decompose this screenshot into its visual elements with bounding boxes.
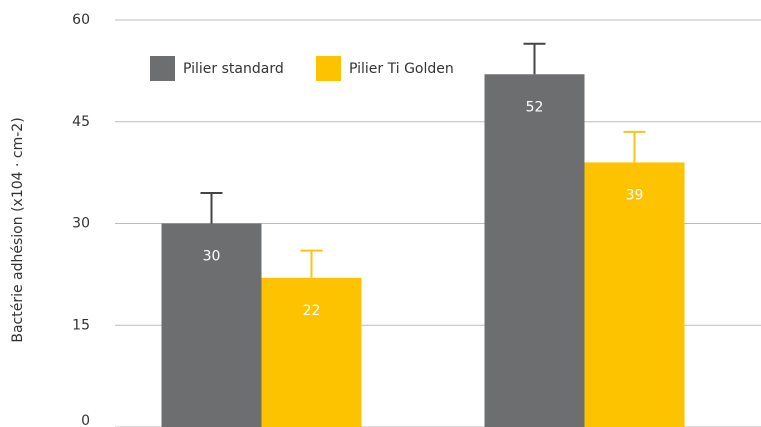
- y-tick-label: 60: [72, 12, 90, 28]
- data-label: 22: [303, 303, 321, 319]
- y-axis-label: Bactérie adhésion (x104 · cm-2): [10, 117, 26, 342]
- data-label: 52: [526, 99, 544, 115]
- bar: [584, 162, 685, 427]
- bar: [161, 223, 262, 427]
- legend-swatch: [150, 56, 175, 81]
- y-tick-label: 15: [72, 317, 90, 333]
- legend-swatch: [316, 56, 341, 81]
- y-tick-label: 45: [72, 114, 90, 130]
- y-tick-label: 0: [81, 413, 90, 427]
- y-tick-label: 30: [72, 216, 90, 232]
- data-label: 39: [626, 187, 644, 203]
- data-label: 30: [203, 249, 221, 265]
- legend-label: Pilier standard: [183, 61, 284, 77]
- bar: [484, 74, 585, 427]
- bar: [261, 277, 362, 427]
- legend-label: Pilier Ti Golden: [349, 61, 454, 77]
